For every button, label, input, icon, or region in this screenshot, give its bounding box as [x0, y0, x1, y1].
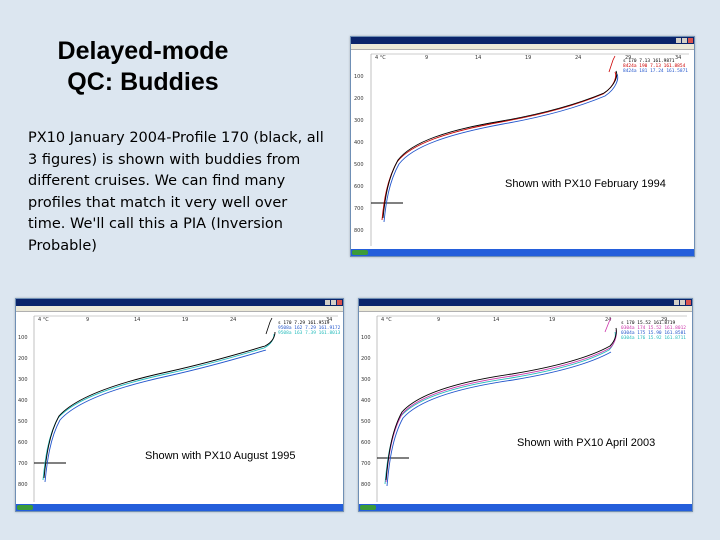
x-tick-label: 19	[182, 317, 188, 323]
x-tick-label: 4 °C	[38, 317, 49, 323]
legend-entry: s 170 7.29 161.9519	[278, 320, 330, 326]
close-icon[interactable]	[688, 38, 693, 43]
start-button[interactable]	[17, 505, 33, 510]
x-tick-label: 4 °C	[375, 55, 386, 61]
x-tick-label: 9	[437, 317, 440, 323]
x-tick-label: 19	[549, 317, 555, 323]
profile-plot: 4 °C 9 14 19 24 29 100 200 300 400 500 6…	[359, 312, 692, 504]
window-titlebar	[351, 37, 694, 44]
screenshot-apr-2003: 4 °C 9 14 19 24 29 100 200 300 400 500 6…	[358, 298, 693, 512]
slide-body-text: PX10 January 2004-Profile 170 (black, al…	[28, 130, 324, 254]
x-tick-label: 14	[493, 317, 499, 323]
x-tick-label: 34	[326, 317, 332, 323]
y-tick-label: 100	[18, 335, 28, 341]
y-tick-label: 700	[18, 461, 28, 467]
legend-entry: 0304a 175 15.90 161.8581	[621, 330, 686, 336]
y-tick-label: 600	[354, 184, 364, 190]
slide-title: Delayed-mode QC: Buddies	[28, 36, 258, 98]
x-tick-label: 29	[661, 317, 667, 323]
caption-apr-2003: Shown with PX10 April 2003	[517, 437, 656, 449]
minimize-icon[interactable]	[676, 38, 681, 43]
y-tick-label: 700	[354, 206, 364, 212]
y-tick-label: 400	[354, 140, 364, 146]
y-tick-label: 100	[361, 335, 371, 341]
maximize-icon[interactable]	[331, 300, 336, 305]
y-tick-label: 500	[361, 419, 371, 425]
windows-taskbar	[359, 504, 692, 511]
window-menubar	[351, 44, 694, 50]
minimize-icon[interactable]	[674, 300, 679, 305]
profile-line-black	[385, 327, 617, 481]
close-icon[interactable]	[686, 300, 691, 305]
legend-entry: s 170 7.13 161.9871	[623, 58, 675, 64]
window-titlebar	[359, 299, 692, 306]
y-tick-label: 400	[361, 398, 371, 404]
caption-aug-1995: Shown with PX10 August 1995	[145, 450, 296, 462]
profile-plot: 4 °C 9 14 19 24 34 100 200 300 400 500 6…	[16, 312, 343, 504]
profile-plot: 4 °C 9 14 19 24 29 34 100 200 300 400 50…	[351, 50, 694, 249]
profile-line-cyan	[384, 331, 616, 485]
y-tick-label: 500	[18, 419, 28, 425]
legend-entry: 0304a 176 15.92 161.8711	[621, 335, 686, 341]
legend-entry: s 170 15.52 161.8719	[621, 320, 675, 326]
x-tick-label: 19	[525, 55, 531, 61]
close-icon[interactable]	[337, 300, 342, 305]
x-tick-label: 24	[575, 55, 581, 61]
slide-title-line-1: Delayed-mode	[57, 37, 229, 65]
y-tick-label: 300	[354, 118, 364, 124]
profile-line-black	[43, 331, 276, 479]
legend-entry: 8424a 190 7.13 161.8854	[623, 63, 686, 69]
y-tick-label: 200	[361, 356, 371, 362]
y-tick-label: 600	[18, 440, 28, 446]
y-tick-label: 400	[18, 398, 28, 404]
legend-entry: 9508a 163 7.39 161.8013	[278, 330, 341, 336]
x-tick-label: 29	[625, 55, 631, 61]
x-tick-label: 9	[86, 317, 89, 323]
window-menubar	[16, 306, 343, 312]
y-tick-label: 300	[361, 377, 371, 383]
y-tick-label: 800	[354, 228, 364, 234]
y-tick-label: 200	[354, 96, 364, 102]
profile-line-magenta	[385, 329, 617, 483]
profile-line-blue	[383, 73, 619, 223]
x-tick-label: 24	[230, 317, 236, 323]
x-tick-label: 34	[675, 55, 681, 61]
y-tick-label: 700	[361, 461, 371, 467]
y-tick-label: 500	[354, 162, 364, 168]
legend-entry: 0304a 174 15.52 161.8012	[621, 325, 686, 331]
caption-feb-1994: Shown with PX10 February 1994	[505, 178, 666, 190]
y-tick-label: 100	[354, 74, 364, 80]
y-tick-label: 800	[361, 482, 371, 488]
window-menubar	[359, 306, 692, 312]
start-button[interactable]	[360, 505, 376, 510]
y-tick-label: 300	[18, 377, 28, 383]
window-titlebar	[16, 299, 343, 306]
windows-taskbar	[351, 249, 694, 256]
screenshot-aug-1995: 4 °C 9 14 19 24 34 100 200 300 400 500 6…	[15, 298, 344, 512]
start-button[interactable]	[352, 250, 368, 255]
maximize-icon[interactable]	[680, 300, 685, 305]
screenshot-feb-1994: 4 °C 9 14 19 24 29 34 100 200 300 400 50…	[350, 36, 695, 257]
y-tick-label: 200	[18, 356, 28, 362]
x-tick-label: 9	[425, 55, 428, 61]
x-tick-label: 24	[605, 317, 611, 323]
y-tick-label: 800	[18, 482, 28, 488]
x-tick-label: 14	[475, 55, 481, 61]
windows-taskbar	[16, 504, 343, 511]
legend-entry: 9508a 162 7.29 161.9172	[278, 325, 341, 331]
profile-line-black	[382, 70, 618, 219]
legend-entry: 8424a 181 17.24 161.5871	[623, 68, 688, 74]
maximize-icon[interactable]	[682, 38, 687, 43]
y-tick-label: 600	[361, 440, 371, 446]
profile-line-blue	[386, 351, 612, 487]
x-tick-label: 14	[134, 317, 140, 323]
profile-line-red	[381, 71, 617, 221]
profile-line-blue	[44, 349, 267, 483]
slide-title-line-2: QC: Buddies	[67, 68, 219, 96]
minimize-icon[interactable]	[325, 300, 330, 305]
x-tick-label: 4 °C	[381, 317, 392, 323]
